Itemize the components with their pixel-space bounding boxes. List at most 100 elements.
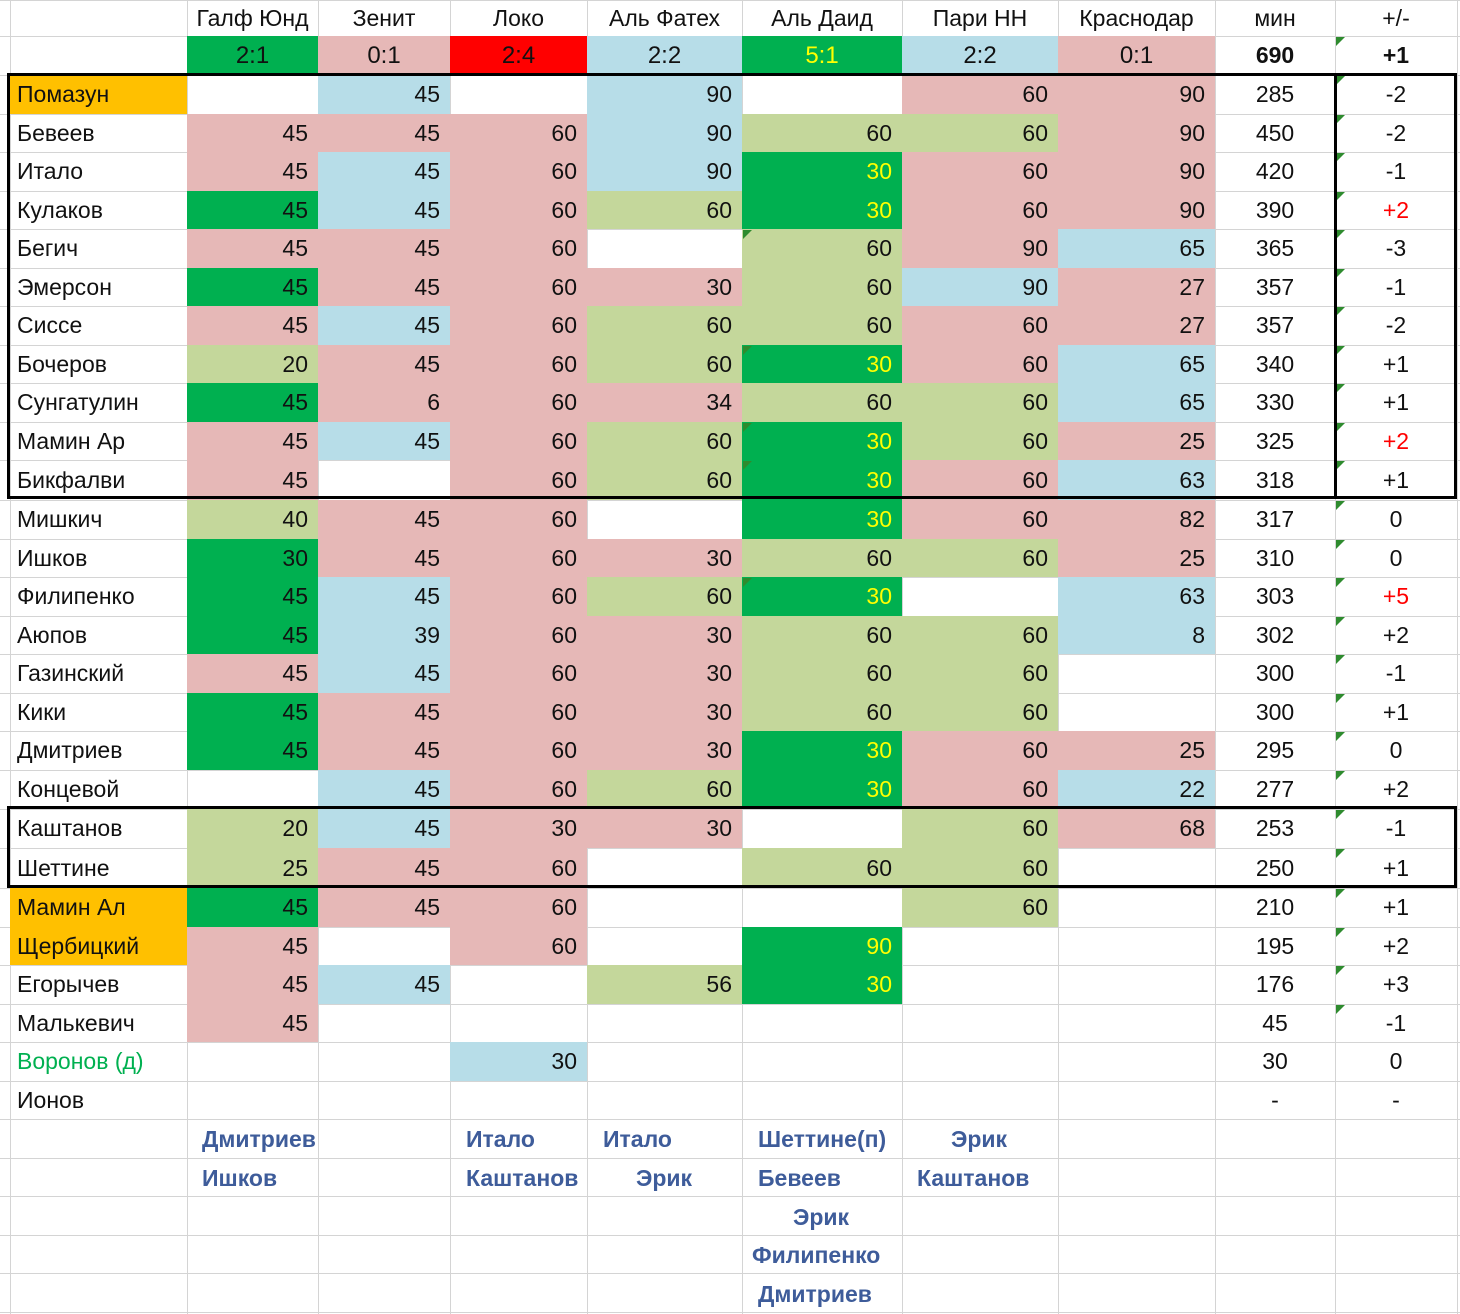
minutes-cell[interactable]: 30 (587, 693, 742, 731)
player-plus-minus[interactable]: -1 (1385, 158, 1407, 184)
player-total-minutes[interactable]: 310 (1255, 544, 1295, 571)
minutes-cell[interactable] (1058, 693, 1215, 731)
match-score[interactable]: 2:2 (587, 36, 742, 75)
minutes-cell[interactable] (318, 460, 450, 500)
minutes-cell[interactable]: 45 (318, 539, 450, 577)
minutes-cell[interactable] (587, 1004, 742, 1042)
minutes-cell[interactable]: 40 (187, 500, 318, 539)
minutes-cell[interactable]: 22 (1058, 770, 1215, 809)
minutes-cell[interactable]: 60 (902, 809, 1058, 848)
minutes-cell[interactable] (1058, 1081, 1215, 1119)
player-plus-minus[interactable]: -3 (1385, 235, 1407, 261)
minutes-cell[interactable]: 25 (1058, 422, 1215, 460)
minutes-cell[interactable]: 34 (587, 383, 742, 422)
minutes-cell[interactable]: 60 (902, 460, 1058, 500)
minutes-cell[interactable]: 60 (450, 114, 587, 152)
player-name[interactable]: Бикфалви (17, 466, 126, 493)
minutes-cell[interactable]: 60 (902, 770, 1058, 809)
minutes-header[interactable]: мин (1254, 4, 1296, 31)
player-total-minutes[interactable]: 325 (1255, 427, 1295, 454)
player-total-minutes[interactable]: 300 (1255, 660, 1295, 686)
minutes-cell[interactable]: 60 (902, 731, 1058, 770)
minutes-cell[interactable]: 30 (742, 152, 902, 191)
minutes-cell[interactable]: 60 (742, 654, 902, 693)
player-plus-minus[interactable]: -1 (1385, 273, 1407, 300)
minutes-cell[interactable]: 90 (1058, 152, 1215, 191)
player-plus-minus[interactable]: +2 (1382, 196, 1410, 223)
player-total-minutes[interactable]: 250 (1255, 854, 1295, 881)
minutes-cell[interactable]: 6 (318, 383, 450, 422)
minutes-cell[interactable]: 82 (1058, 500, 1215, 539)
minutes-cell[interactable]: 45 (187, 306, 318, 345)
player-total-minutes[interactable]: 277 (1255, 776, 1295, 802)
minutes-cell[interactable]: 45 (187, 616, 318, 654)
minutes-cell[interactable] (742, 75, 902, 114)
minutes-cell[interactable] (742, 1004, 902, 1042)
match-score[interactable]: 0:1 (318, 36, 450, 75)
minutes-cell[interactable]: 25 (1058, 539, 1215, 577)
player-name[interactable]: Ишков (17, 544, 88, 571)
player-name[interactable]: Аюпов (17, 621, 88, 648)
minutes-cell[interactable]: 30 (742, 500, 902, 539)
player-plus-minus[interactable]: 0 (1389, 1048, 1403, 1074)
minutes-cell[interactable] (742, 1042, 902, 1081)
minutes-cell[interactable] (902, 965, 1058, 1004)
minutes-cell[interactable]: 30 (742, 770, 902, 809)
player-plus-minus[interactable]: +2 (1382, 621, 1410, 648)
minutes-cell[interactable] (1058, 848, 1215, 888)
minutes-cell[interactable]: 45 (187, 731, 318, 770)
minutes-cell[interactable]: 60 (902, 114, 1058, 152)
player-name[interactable]: Шеттине (17, 854, 110, 881)
minutes-cell[interactable]: 30 (187, 539, 318, 577)
minutes-cell[interactable]: 60 (902, 191, 1058, 229)
minutes-cell[interactable]: 45 (318, 268, 450, 306)
minutes-cell[interactable] (902, 577, 1058, 616)
match-score[interactable]: 2:1 (187, 36, 318, 75)
minutes-cell[interactable]: 65 (1058, 229, 1215, 268)
match-score[interactable]: 2:2 (902, 36, 1058, 75)
minutes-cell[interactable]: 27 (1058, 268, 1215, 306)
minutes-cell[interactable]: 45 (318, 500, 450, 539)
player-plus-minus[interactable]: +1 (1382, 854, 1410, 881)
minutes-cell[interactable]: 60 (450, 383, 587, 422)
player-plus-minus[interactable]: 0 (1389, 544, 1403, 571)
minutes-cell[interactable]: 45 (318, 422, 450, 460)
minutes-cell[interactable]: 60 (902, 345, 1058, 383)
minutes-cell[interactable]: 60 (902, 888, 1058, 927)
minutes-cell[interactable]: 30 (450, 1042, 587, 1081)
match-score[interactable]: 0:1 (1058, 36, 1215, 75)
minutes-cell[interactable]: 90 (1058, 75, 1215, 114)
minutes-cell[interactable]: 60 (587, 770, 742, 809)
minutes-cell[interactable]: 45 (187, 268, 318, 306)
player-name[interactable]: Дмитриев (17, 737, 123, 763)
minutes-cell[interactable]: 90 (587, 152, 742, 191)
minutes-cell[interactable]: 30 (587, 539, 742, 577)
column-header[interactable]: Аль Даид (771, 4, 873, 31)
player-total-minutes[interactable]: 390 (1255, 196, 1295, 223)
player-name[interactable]: Концевой (17, 776, 120, 802)
minutes-cell[interactable]: 60 (450, 229, 587, 268)
minutes-cell[interactable]: 60 (742, 114, 902, 152)
minutes-cell[interactable]: 65 (1058, 383, 1215, 422)
minutes-cell[interactable] (742, 888, 902, 927)
minutes-cell[interactable] (587, 927, 742, 965)
player-plus-minus[interactable]: +2 (1382, 427, 1410, 454)
minutes-cell[interactable]: 45 (318, 654, 450, 693)
player-plus-minus[interactable]: +2 (1382, 776, 1410, 802)
minutes-cell[interactable]: 30 (587, 731, 742, 770)
minutes-cell[interactable]: 45 (187, 422, 318, 460)
minutes-cell[interactable]: 20 (187, 345, 318, 383)
minutes-cell[interactable]: 25 (187, 848, 318, 888)
player-name[interactable]: Ионов (17, 1086, 85, 1113)
minutes-cell[interactable]: 60 (742, 693, 902, 731)
minutes-cell[interactable]: 60 (587, 577, 742, 616)
minutes-cell[interactable] (742, 809, 902, 848)
player-plus-minus[interactable]: -2 (1385, 312, 1407, 338)
minutes-cell[interactable]: 68 (1058, 809, 1215, 848)
minutes-cell[interactable]: 30 (742, 345, 902, 383)
minutes-cell[interactable]: 45 (187, 1004, 318, 1042)
minutes-cell[interactable]: 60 (742, 539, 902, 577)
minutes-cell[interactable] (450, 75, 587, 114)
player-name[interactable]: Мамин Ар (17, 427, 126, 454)
minutes-cell[interactable]: 45 (318, 75, 450, 114)
